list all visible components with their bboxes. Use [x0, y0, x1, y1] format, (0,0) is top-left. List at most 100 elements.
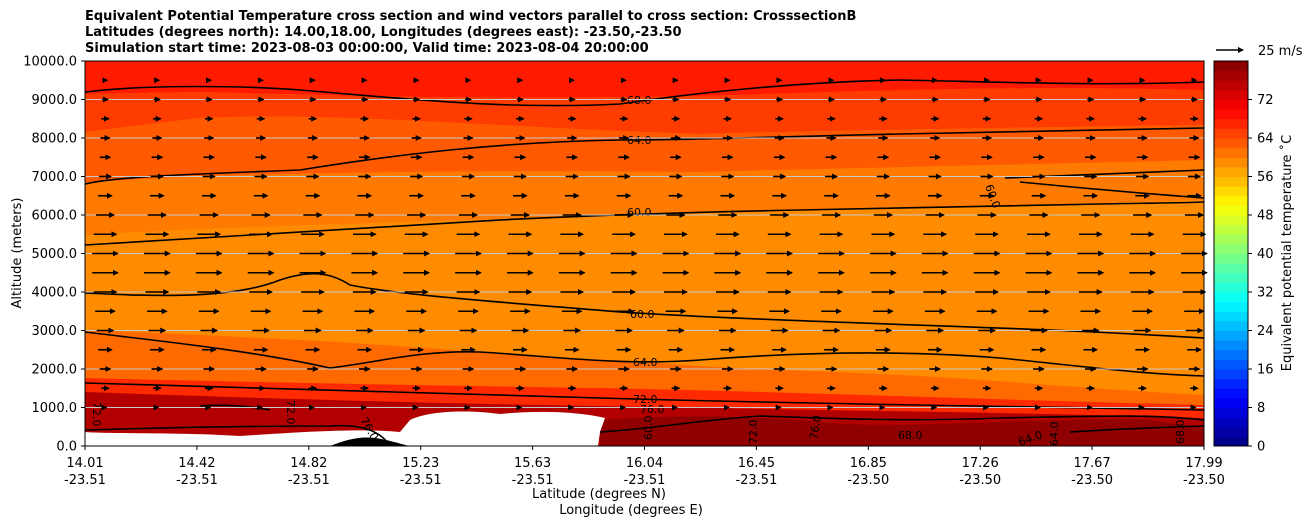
colorbar-tick-label: 32	[1257, 286, 1274, 301]
x-axis: 14.01 -23.51 14.42 -23.51 14.82 -23.51 15.23 -2…	[64, 446, 1225, 488]
colorbar-segment	[1214, 234, 1248, 245]
title-line-2: Latitudes (degrees north): 14.00,18.00, …	[85, 25, 682, 40]
colorbar-segment	[1214, 301, 1248, 312]
contour-lines	[85, 79, 1204, 446]
contour-label-76: 76.0	[640, 403, 665, 416]
y-tick-label: 0.0	[56, 440, 77, 455]
x-tick-label-lat: 15.63	[514, 456, 551, 471]
x-tick-label-lat: 14.82	[290, 456, 327, 471]
contour-label-72: 72.0	[633, 393, 658, 406]
colorbar-segment	[1214, 157, 1248, 168]
contour-label-68-right-edge: 68.0	[1174, 420, 1187, 445]
x-tick-label-lon: -23.50	[847, 473, 889, 488]
y-tick-label: 10000.0	[23, 55, 77, 70]
band-core-darkred	[600, 416, 1204, 446]
colorbar-segment	[1214, 166, 1248, 177]
colorbar-tick-label: 56	[1257, 170, 1274, 185]
y-tick-label: 3000.0	[32, 324, 78, 339]
colorbar-segment	[1214, 243, 1248, 254]
colorbar-segment	[1214, 388, 1248, 399]
colorbar-segment	[1214, 186, 1248, 197]
contour-64-lower	[85, 331, 1204, 377]
colorbar-tick-label: 40	[1257, 247, 1274, 262]
colorbar-segment	[1214, 176, 1248, 187]
y-tick-label: 7000.0	[32, 170, 78, 185]
colorbar-tick-label: 24	[1257, 324, 1274, 339]
title-line-3: Simulation start time: 2023-08-03 00:00:…	[85, 41, 649, 56]
colorbar-segment	[1214, 320, 1248, 331]
colorbar-tick-label: 72	[1257, 93, 1274, 108]
x-tick-label-lon: -23.51	[400, 473, 442, 488]
contour-68-top	[85, 79, 1204, 107]
x-tick-label-lon: -23.50	[1183, 473, 1225, 488]
colorbar-frame	[1213, 60, 1249, 447]
contour-label-60-bottom: 60.0	[642, 416, 655, 441]
contour-64	[85, 127, 1204, 185]
colorbar-segment	[1214, 369, 1248, 380]
colorbar-segment	[1214, 147, 1248, 158]
x-tick-label-lon: -23.51	[288, 473, 330, 488]
y-tick-label: 4000.0	[32, 286, 78, 301]
contour-label-60-lower: 60.0	[630, 308, 655, 321]
colorbar-segment	[1214, 292, 1248, 303]
colorbar-tick-label: 64	[1257, 132, 1274, 147]
colorbar-tick-label: 8	[1257, 401, 1265, 416]
colorbar-segment	[1214, 397, 1248, 408]
colorbar-segment	[1214, 311, 1248, 322]
x-tick-label-lon: -23.51	[624, 473, 666, 488]
colorbar-segment	[1214, 417, 1248, 428]
colorbar-segment	[1214, 224, 1248, 235]
contour-label-68-bottom: 68.0	[898, 429, 923, 442]
contour-label-60-upper: 60.0	[627, 206, 652, 219]
colorbar-segment	[1214, 215, 1248, 226]
colorbar-tick-label: 16	[1257, 363, 1274, 378]
x-tick-label-lat: 16.04	[626, 456, 663, 471]
x-tick-label-lon: -23.51	[64, 473, 106, 488]
colorbar-segment	[1214, 263, 1248, 274]
colorbar-segment	[1214, 272, 1248, 283]
x-tick-label-lat: 17.67	[1073, 456, 1110, 471]
wind-vectors	[92, 77, 1208, 411]
colorbar-segment	[1214, 253, 1248, 264]
y-tick-label: 8000.0	[32, 132, 78, 147]
x-tick-label-lon: -23.51	[735, 473, 777, 488]
colorbar-tick-label: 0	[1257, 440, 1265, 455]
x-tick-label-lat: 17.26	[962, 456, 999, 471]
x-axis-label-longitude: Longitude (degrees E)	[559, 503, 703, 518]
colorbar-segment	[1214, 359, 1248, 370]
y-tick-label: 9000.0	[32, 93, 78, 108]
contour-76	[85, 415, 1204, 446]
band-mid-orange	[85, 200, 1204, 395]
x-tick-label-lon: -23.50	[959, 473, 1001, 488]
x-tick-label-lon: -23.51	[512, 473, 554, 488]
colorbar-segment	[1214, 349, 1248, 360]
colorbar: 0 8 16 24 32 40 48 56 64 72	[1214, 61, 1274, 455]
colorbar-segment	[1214, 205, 1248, 216]
colorbar-segment	[1214, 407, 1248, 418]
contour-label-76-bottom: 76.0	[807, 414, 824, 440]
quiver-key-label: 25 m/s	[1258, 44, 1303, 59]
colorbar-segment	[1214, 109, 1248, 120]
colorbar-segment	[1214, 118, 1248, 129]
y-axis: 0.0 1000.0 2000.0 3000.0 4000.0 5000.0 6000.0 7…	[23, 55, 85, 455]
colorbar-segment	[1214, 138, 1248, 149]
title-line-1: Equivalent Potential Temperature cross s…	[85, 9, 857, 24]
contour-72	[85, 382, 1204, 411]
terrain-black	[330, 437, 410, 446]
colorbar-segment	[1214, 282, 1248, 293]
colorbar-segment	[1214, 195, 1248, 206]
colorbar-segment	[1214, 61, 1248, 72]
x-tick-label-lat: 14.01	[66, 456, 103, 471]
contour-label-64-bottom-right: 64.0	[1048, 422, 1061, 447]
contour-label-68-top: 68.0	[627, 94, 652, 107]
colorbar-segment	[1214, 378, 1248, 389]
contour-label-72-bottom: 72.0	[747, 420, 760, 445]
contour-60-upper	[85, 201, 1204, 246]
colorbar-segment	[1214, 80, 1248, 91]
band-lower-orange	[85, 330, 1204, 405]
x-tick-label-lat: 16.85	[850, 456, 887, 471]
band-top-red	[85, 61, 1204, 98]
colorbar-segment	[1214, 70, 1248, 81]
contour-label-72-mid: 72.0	[284, 400, 297, 425]
